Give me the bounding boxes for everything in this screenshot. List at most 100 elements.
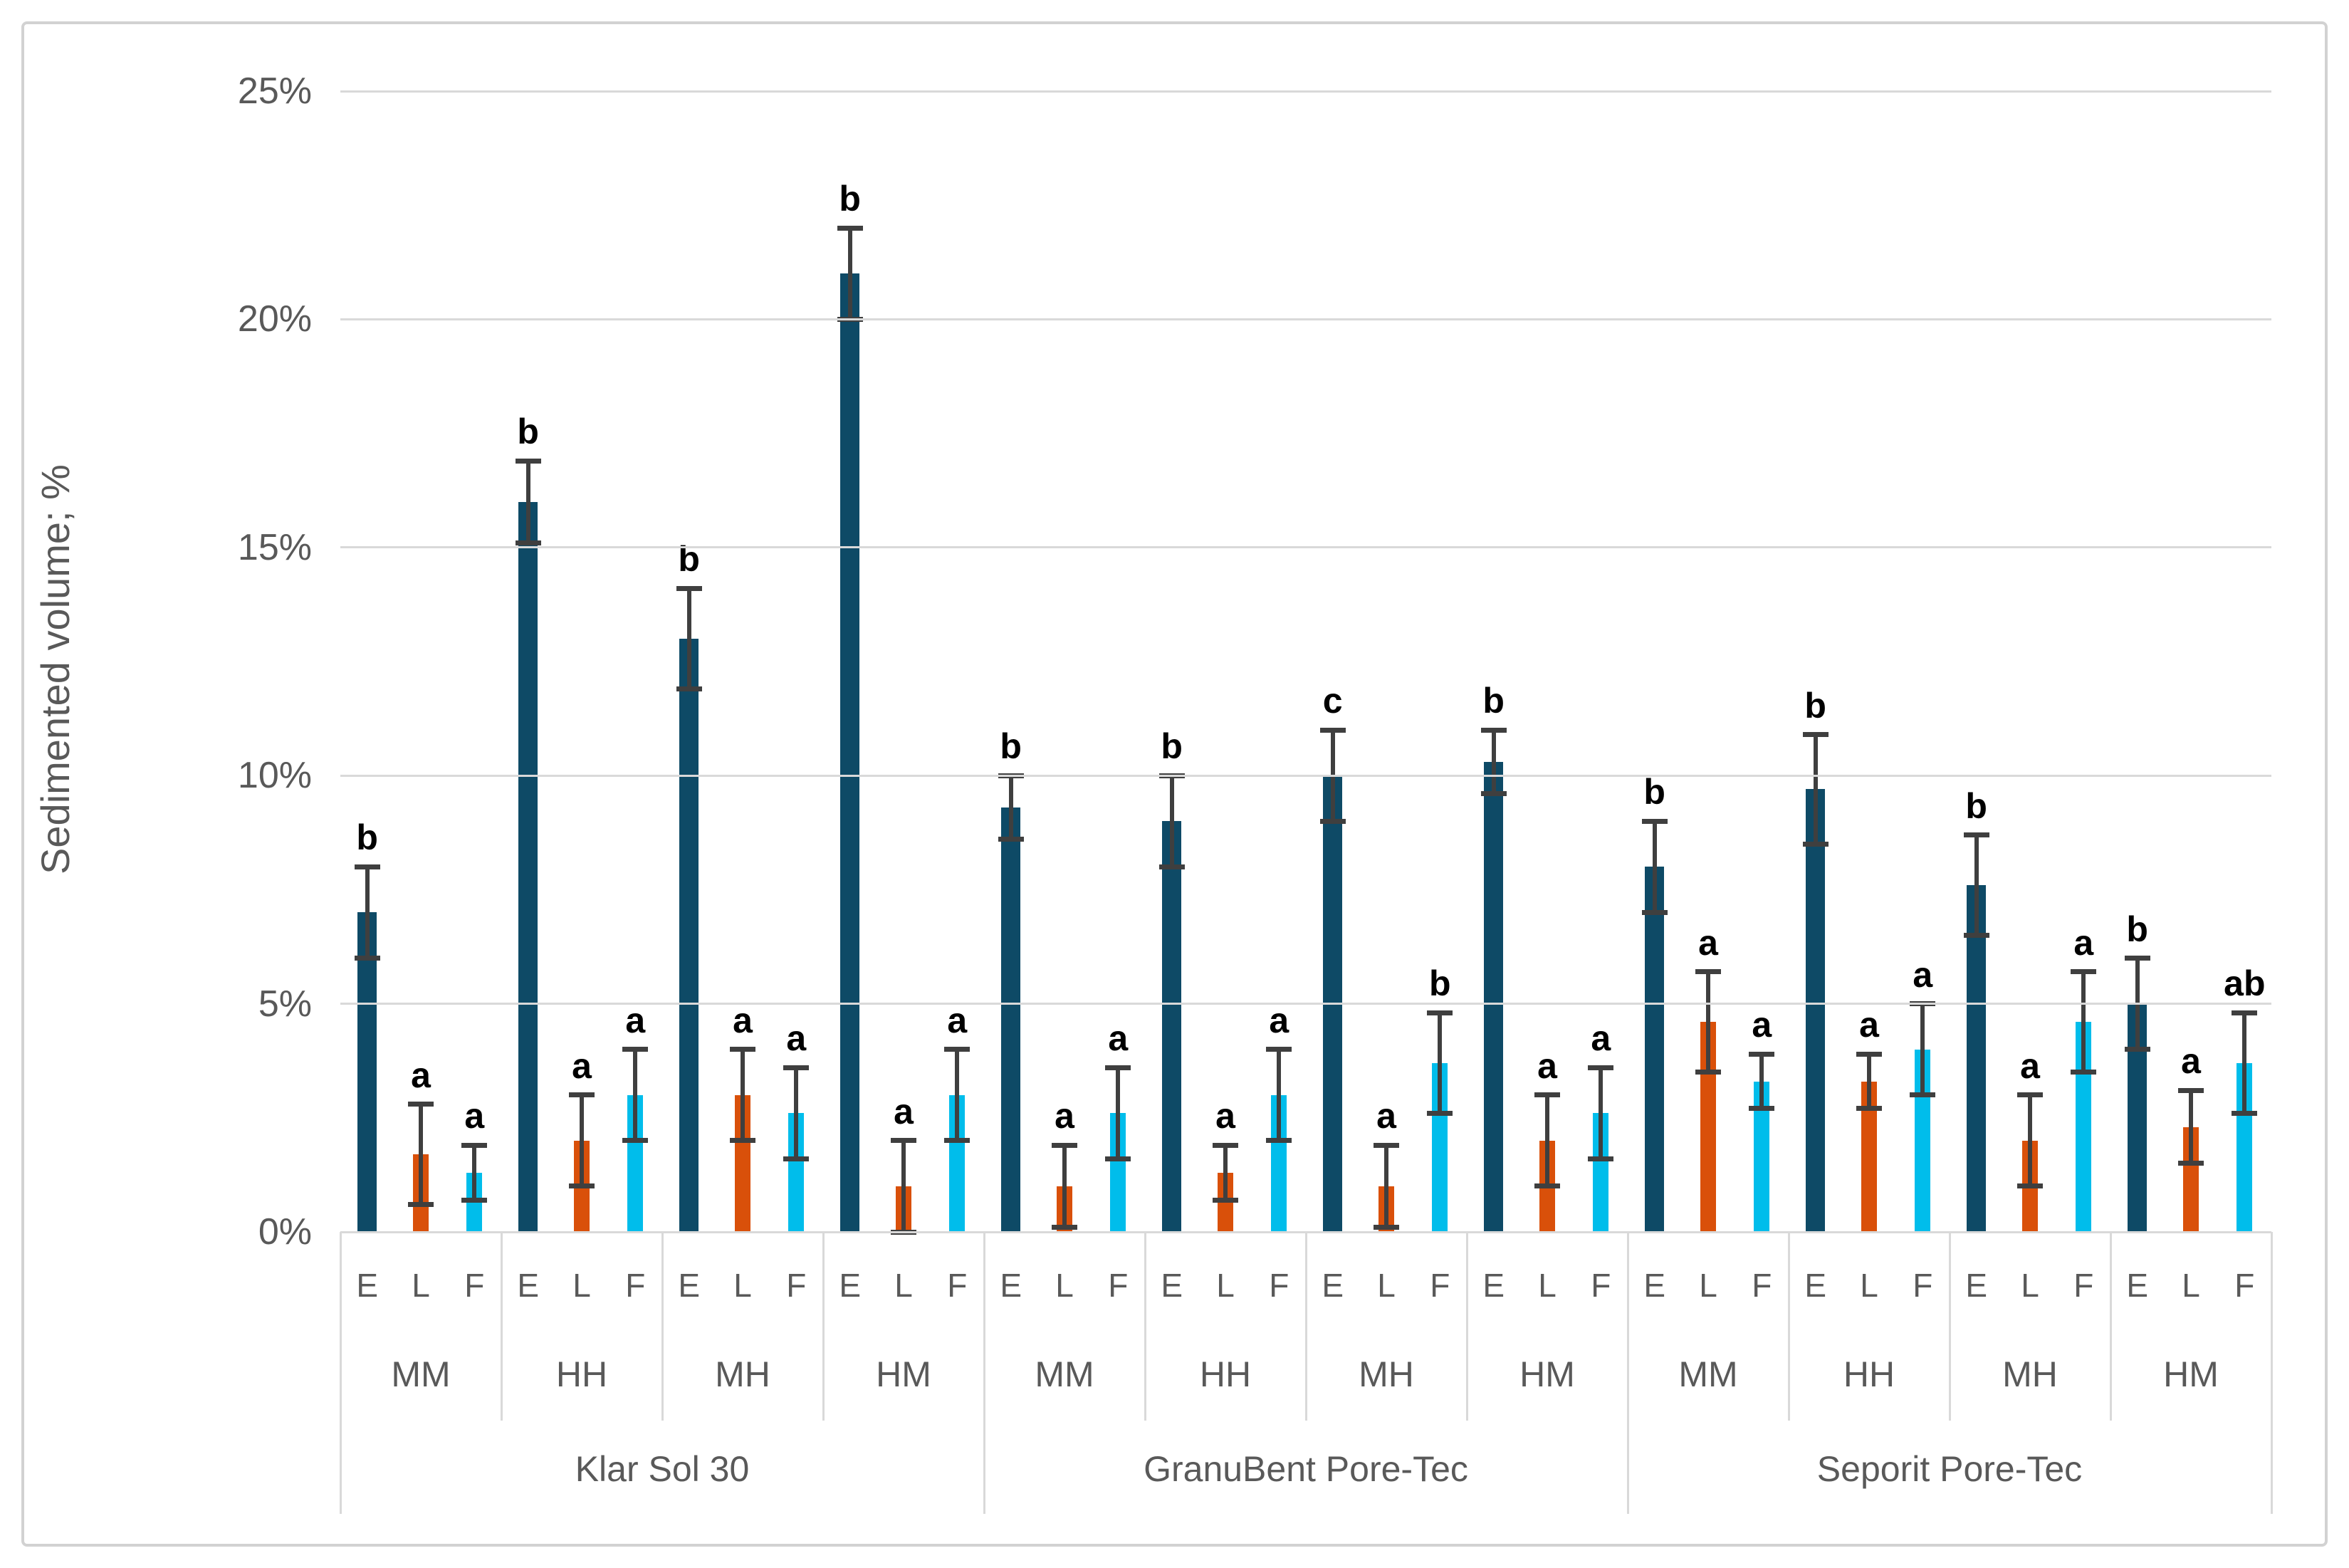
significance-letter: a xyxy=(1055,1096,1074,1136)
significance-letter: a xyxy=(2181,1041,2201,1082)
error-bar-cap-bottom xyxy=(2124,1047,2150,1052)
group-divider xyxy=(1465,1232,1468,1421)
bar-F xyxy=(1271,1094,1287,1232)
gridline xyxy=(340,774,2271,777)
error-bar-whisker xyxy=(1974,835,1979,936)
error-bar-cap-bottom xyxy=(1052,1225,1077,1230)
error-bar-whisker xyxy=(525,461,530,543)
x-axis-label-series: L xyxy=(1377,1267,1396,1304)
error-bar-cap-top xyxy=(461,1142,488,1148)
error-bar-cap-bottom xyxy=(1695,1070,1721,1075)
error-bar-whisker xyxy=(1545,1094,1549,1186)
x-axis-label-treatment: MH xyxy=(1359,1354,1414,1394)
error-bar-whisker xyxy=(1920,1003,1925,1095)
error-bar-cap-top xyxy=(1802,732,1829,738)
y-tick-label: 15% xyxy=(237,526,312,568)
error-bar-whisker xyxy=(1438,1013,1443,1114)
y-tick-label: 25% xyxy=(237,70,312,112)
x-axis-label-series: L xyxy=(1216,1267,1235,1304)
group-divider xyxy=(2109,1232,2112,1421)
x-axis-label-product: Klar Sol 30 xyxy=(575,1449,750,1489)
x-axis-label-series: F xyxy=(2234,1267,2255,1304)
significance-letter: a xyxy=(786,1018,807,1059)
figure-border xyxy=(21,21,2328,1547)
group-divider xyxy=(1304,1232,1307,1421)
significance-letter: a xyxy=(2020,1045,2040,1086)
product-divider xyxy=(2270,1232,2273,1514)
significance-letter: a xyxy=(1752,1005,1772,1045)
significance-letter: a xyxy=(1698,922,1718,963)
x-axis-label-treatment: MM xyxy=(1678,1354,1738,1394)
error-bar-whisker xyxy=(794,1067,799,1159)
x-axis-label-treatment: MM xyxy=(391,1354,451,1394)
error-bar-cap-bottom xyxy=(1319,818,1346,824)
x-axis-label-product: Seporit Pore-Tec xyxy=(1816,1449,2083,1489)
error-bar-cap-top xyxy=(2124,956,2150,961)
x-axis-label-treatment: MM xyxy=(1035,1354,1094,1394)
error-bar-cap-bottom xyxy=(461,1197,488,1203)
bar-E xyxy=(1806,789,1826,1232)
group-divider xyxy=(661,1232,664,1421)
error-bar-cap-bottom xyxy=(998,837,1024,842)
error-bar-cap-top xyxy=(1105,1065,1131,1070)
x-axis-label-series: F xyxy=(1591,1267,1611,1304)
error-bar-cap-top xyxy=(2178,1087,2204,1093)
error-bar-whisker xyxy=(901,1140,906,1232)
x-axis-label-series: E xyxy=(517,1267,539,1304)
error-bar-whisker xyxy=(633,1049,638,1141)
y-axis-title: Sedimented volume; % xyxy=(33,464,78,874)
significance-letter: a xyxy=(411,1055,431,1095)
error-bar-cap-top xyxy=(1266,1047,1292,1052)
error-bar-whisker xyxy=(686,588,691,689)
error-bar-cap-bottom xyxy=(1749,1106,1775,1112)
bar-E xyxy=(1645,867,1665,1232)
error-bar-cap-top xyxy=(515,458,541,464)
x-axis-label-series: L xyxy=(1860,1267,1878,1304)
error-bar-cap-top xyxy=(622,1047,649,1052)
significance-letter: a xyxy=(2073,922,2094,963)
error-bar-cap-bottom xyxy=(1802,841,1829,847)
x-axis-label-series: F xyxy=(786,1267,807,1304)
x-axis-label-treatment: HM xyxy=(2163,1354,2219,1394)
error-bar-cap-top xyxy=(1695,969,1721,975)
product-divider xyxy=(1626,1232,1629,1514)
x-axis-label-treatment: HH xyxy=(1843,1354,1895,1394)
gridline xyxy=(340,546,2271,549)
significance-letter: a xyxy=(1537,1045,1557,1086)
group-divider xyxy=(822,1232,825,1421)
significance-letter: b xyxy=(517,412,539,452)
significance-letter: a xyxy=(1376,1096,1396,1136)
error-bar-cap-top xyxy=(1534,1092,1560,1098)
bar-F xyxy=(627,1094,644,1232)
error-bar-whisker xyxy=(1706,971,1710,1072)
x-axis-label-series: E xyxy=(1482,1267,1505,1304)
error-bar-cap-top xyxy=(1319,727,1346,733)
bar-E xyxy=(1967,884,1987,1232)
error-bar-cap-bottom xyxy=(676,686,702,691)
x-axis-label-series: L xyxy=(1055,1267,1074,1304)
x-axis-label-series: L xyxy=(2182,1267,2200,1304)
significance-letter: a xyxy=(1108,1018,1129,1059)
error-bar-cap-top xyxy=(676,585,702,591)
x-axis-label-series: L xyxy=(2021,1267,2039,1304)
x-axis-label-series: E xyxy=(1000,1267,1022,1304)
error-bar-whisker xyxy=(2081,971,2086,1072)
error-bar-cap-top xyxy=(891,1138,916,1144)
x-axis-label-series: E xyxy=(839,1267,861,1304)
x-axis-label-treatment: MH xyxy=(715,1354,770,1394)
significance-letter: a xyxy=(1269,1000,1289,1040)
error-bar-cap-bottom xyxy=(2232,1110,2258,1116)
significance-letter: a xyxy=(733,1000,753,1040)
significance-letter: a xyxy=(947,1000,968,1040)
error-bar-whisker xyxy=(1169,775,1174,867)
bar-E xyxy=(1162,821,1182,1232)
error-bar-cap-top xyxy=(1052,1142,1077,1148)
significance-letter: a xyxy=(1215,1096,1235,1136)
significance-letter: b xyxy=(2126,909,2148,949)
bar-E xyxy=(357,912,377,1232)
bar-E xyxy=(518,501,538,1232)
error-bar-cap-top xyxy=(2071,969,2097,975)
error-bar-cap-top xyxy=(2017,1092,2043,1098)
significance-letter: c xyxy=(1322,681,1343,721)
x-axis-label-product: GranuBent Pore-Tec xyxy=(1144,1449,1468,1489)
